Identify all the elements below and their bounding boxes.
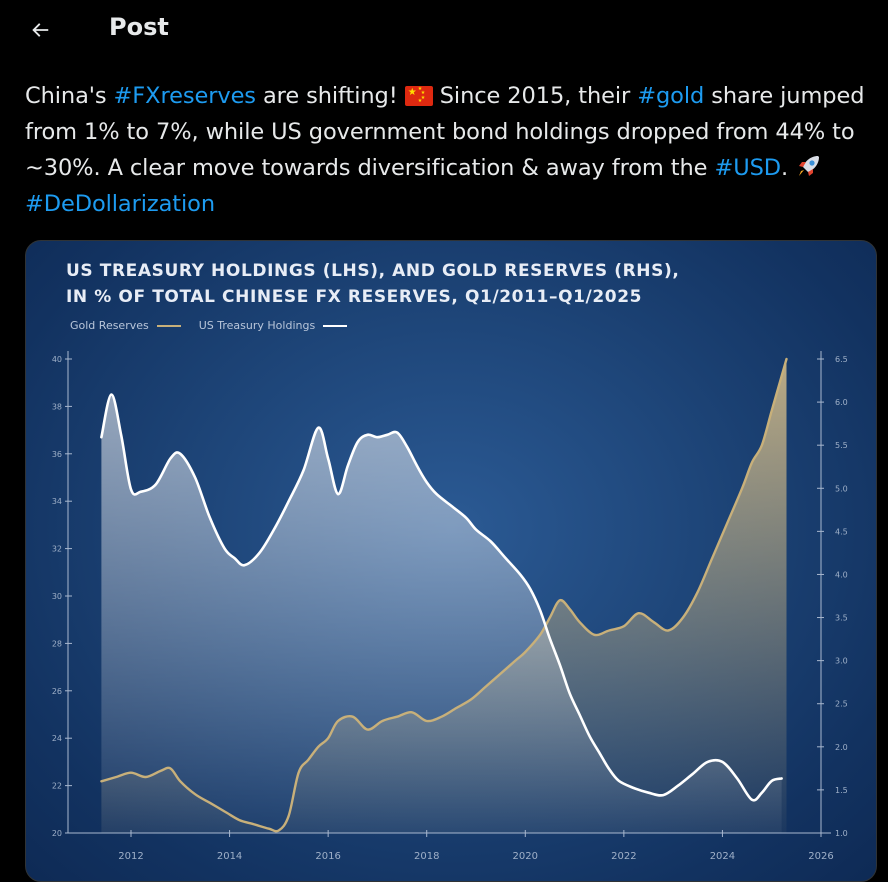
y-left-tick-label: 30 — [52, 592, 62, 601]
y-left-tick-label: 32 — [52, 545, 62, 554]
y-left-tick-label: 24 — [52, 734, 62, 743]
x-tick-label: 2014 — [217, 851, 242, 862]
y-right-tick-label: 2.5 — [835, 700, 848, 709]
y-left-tick-label: 40 — [52, 355, 62, 364]
post-text-segment: share jumped from 1% to 7%, while US gov… — [25, 83, 865, 181]
hashtag-dedollarization[interactable]: #DeDollarization — [25, 191, 216, 217]
x-tick-label: 2012 — [118, 851, 143, 862]
y-left-tick-label: 28 — [52, 639, 62, 648]
y-right-tick-label: 1.0 — [835, 829, 848, 838]
back-button[interactable] — [22, 12, 58, 48]
y-right-tick-label: 5.0 — [835, 484, 848, 493]
legend-swatch-gold — [156, 324, 181, 327]
y-right-tick-label: 6.0 — [835, 398, 848, 407]
chart-title-line-1: US TREASURY HOLDINGS (LHS), AND GOLD RES… — [66, 261, 680, 281]
y-left-tick-label: 38 — [52, 402, 62, 411]
y-right-tick-label: 2.0 — [835, 743, 848, 752]
post-text-segment: are shifting! — [255, 83, 405, 109]
post-text-segment: Since 2015, their — [432, 83, 638, 109]
top-bar: Post — [0, 0, 888, 60]
legend-swatch-treasury — [323, 324, 348, 327]
y-right-tick-label: 4.0 — [835, 570, 848, 579]
y-left-tick-label: 26 — [52, 687, 62, 696]
x-tick-label: 2022 — [611, 851, 636, 862]
y-left-tick-label: 20 — [52, 829, 62, 838]
gold-area — [101, 359, 787, 833]
x-tick-label: 2026 — [808, 851, 833, 862]
arrow-left-icon — [32, 23, 49, 37]
treasury-line — [100, 393, 783, 802]
y-left-tick-label: 36 — [52, 450, 62, 459]
y-right-tick-label: 5.5 — [835, 441, 848, 450]
y-right-tick-label: 3.5 — [835, 614, 848, 623]
legend-label-treasury: US Treasury Holdings — [198, 319, 316, 332]
chart-title-line-2: IN % OF TOTAL CHINESE FX RESERVES, Q1/20… — [66, 287, 643, 307]
treasury-area — [101, 394, 782, 833]
y-left-tick-label: 22 — [52, 782, 62, 791]
y-right-tick-label: 6.5 — [835, 355, 848, 364]
hashtag-gold[interactable]: #gold — [637, 83, 705, 109]
gold-line — [100, 357, 788, 833]
chart-title: US TREASURY HOLDINGS (LHS), AND GOLD RES… — [66, 258, 846, 310]
page-title: Post — [109, 13, 169, 41]
hashtag-fxreserves[interactable]: #FXreserves — [113, 83, 257, 109]
x-tick-label: 2024 — [710, 851, 735, 862]
x-tick-label: 2016 — [315, 851, 340, 862]
post-text-segment: . — [781, 155, 796, 181]
post-text: China's #FXreserves are shifting! ★ ★ ★ ★ ★ … — [25, 78, 881, 222]
post-text-segment: China's — [25, 83, 114, 109]
chart-plot: 20222426283032343638401.01.52.02.53.03.5… — [52, 351, 848, 862]
china-flag-icon: ★ ★ ★ ★ ★ — [404, 86, 433, 106]
legend-label-gold: Gold Reserves — [70, 319, 149, 332]
hashtag-usd[interactable]: #USD — [714, 155, 782, 181]
y-left-tick-label: 34 — [52, 497, 62, 506]
x-tick-label: 2020 — [513, 851, 538, 862]
post-image[interactable]: US TREASURY HOLDINGS (LHS), AND GOLD RES… — [25, 240, 877, 882]
y-right-tick-label: 3.0 — [835, 657, 848, 666]
y-right-tick-label: 4.5 — [835, 527, 848, 536]
rocket-icon — [799, 156, 820, 176]
x-tick-label: 2018 — [414, 851, 439, 862]
y-right-tick-label: 1.5 — [835, 786, 848, 795]
chart-legend: Gold Reserves US Treasury Holdings — [70, 319, 365, 332]
